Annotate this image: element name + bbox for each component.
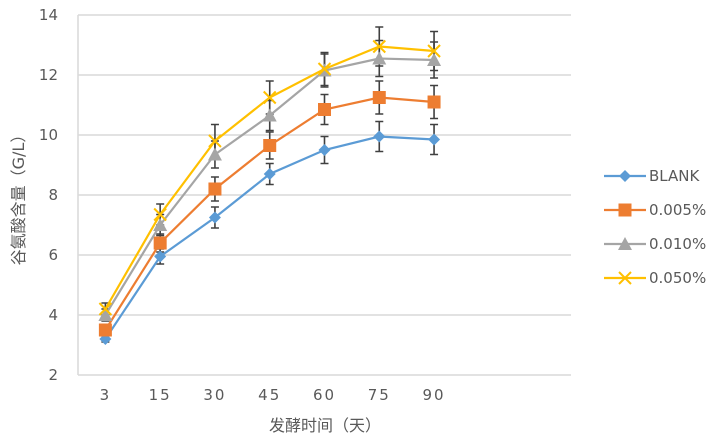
square-marker-icon [263, 139, 277, 152]
legend-item: 0.050% [604, 269, 706, 287]
x-tick-label: 75 [368, 386, 391, 404]
y-axis-title: 谷氨酸含量（G/L） [9, 127, 28, 266]
y-tick-label: 2 [48, 366, 58, 384]
legend-label: 0.050% [649, 269, 706, 287]
x-marker-icon [153, 207, 167, 222]
triangle-marker-icon [153, 218, 168, 231]
diamond-marker-icon [263, 168, 276, 180]
x-marker-icon [618, 271, 632, 285]
x-marker-icon [98, 302, 113, 316]
x-marker-icon [263, 90, 277, 105]
legend-item: BLANK [604, 167, 700, 185]
triangle-marker-icon [372, 51, 387, 65]
x-tick-label: 45 [258, 386, 281, 404]
x-tick-label: 30 [203, 386, 226, 404]
legend-item: 0.010% [604, 235, 706, 253]
legend: BLANK 0.005% 0.010% 0.050% [604, 167, 706, 287]
legend-label: 0.005% [649, 201, 706, 219]
y-tick-label: 6 [48, 246, 58, 264]
series-0.005% [98, 91, 441, 337]
x-tick-label: 15 [149, 386, 172, 404]
x-marker-icon [208, 134, 222, 148]
diamond-marker-icon [318, 144, 331, 156]
x-marker-icon [317, 62, 332, 76]
square-marker-icon [618, 203, 632, 217]
y-tick-label: 12 [39, 66, 58, 84]
square-marker-icon [427, 95, 441, 109]
y-tick-label: 14 [39, 6, 58, 24]
square-marker-icon [372, 91, 386, 104]
x-tick-label: 60 [313, 386, 336, 404]
x-axis-ticks: 3 15 30 45 60 75 90 [100, 386, 446, 404]
data-series [98, 39, 442, 345]
square-marker-icon [318, 103, 331, 116]
triangle-marker-icon [207, 147, 222, 161]
y-tick-label: 4 [48, 306, 58, 324]
x-marker-icon [427, 44, 441, 58]
triangle-marker-icon [98, 308, 113, 321]
y-tick-label: 10 [39, 126, 58, 144]
x-axis-title: 发酵时间（天） [269, 416, 381, 435]
y-tick-label: 8 [48, 186, 58, 204]
legend-label: 0.010% [649, 235, 706, 253]
diamond-marker-icon [428, 133, 441, 146]
y-axis-ticks: 2 4 6 8 10 12 14 [39, 6, 58, 384]
diamond-marker-icon [619, 170, 631, 182]
square-marker-icon [208, 182, 222, 196]
triangle-marker-icon [618, 237, 632, 250]
series-0.050% [98, 39, 441, 316]
diamond-marker-icon [154, 250, 167, 263]
legend-item: 0.005% [604, 201, 706, 219]
square-marker-icon [153, 236, 167, 250]
diamond-marker-icon [208, 211, 221, 224]
x-marker-icon [372, 39, 386, 54]
triangle-marker-icon [262, 108, 277, 122]
legend-label: BLANK [649, 167, 700, 185]
series-BLANK [99, 130, 441, 345]
triangle-marker-icon [427, 53, 442, 66]
diamond-marker-icon [373, 130, 386, 143]
x-tick-label: 90 [423, 386, 446, 404]
x-tick-label: 3 [100, 386, 112, 404]
square-marker-icon [98, 323, 112, 337]
